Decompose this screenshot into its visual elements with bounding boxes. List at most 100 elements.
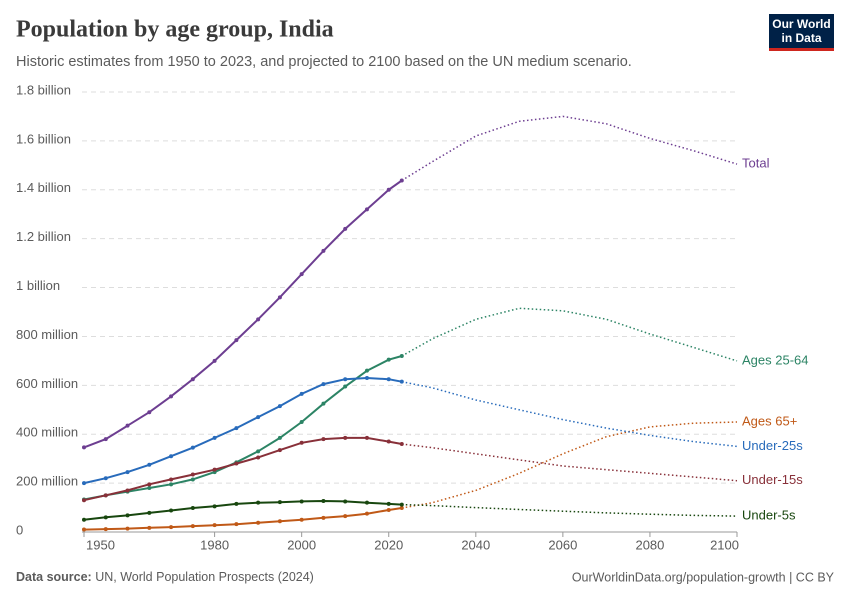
logo-text: Our World [772,17,830,31]
point [169,508,174,513]
y-tick-label: 800 million [16,327,78,342]
projection-line [401,380,738,448]
series-label: Under-5s [742,508,796,523]
x-tick-label: 1950 [86,537,115,552]
point [169,394,174,399]
point [299,440,304,445]
point [386,377,391,382]
series-label: Ages 65+ [742,413,797,428]
y-tick-label: 1.2 billion [16,229,71,244]
point [299,391,304,396]
point [190,506,195,511]
logo[interactable]: Our World in Data [769,14,834,51]
chart-title: Population by age group, India [16,17,334,43]
point [82,481,86,486]
point [103,437,108,442]
point [386,508,391,512]
point [256,520,261,525]
point [212,523,217,528]
logo-box [769,14,834,48]
credit[interactable]: OurWorldinData.org/population-growth | C… [572,570,835,584]
point [399,379,404,384]
point [256,449,261,454]
point [343,226,348,231]
point [82,445,86,450]
point [321,248,326,253]
series-label: Under-15s [742,472,803,487]
series-label: Under-25s [742,438,803,453]
point [364,368,369,373]
point [190,524,195,529]
point [277,404,282,409]
point [147,462,152,467]
point [343,377,348,382]
point [386,439,391,444]
point [277,295,282,300]
point [82,498,86,503]
point [364,435,369,440]
point [399,178,404,183]
line [83,376,402,485]
point [364,500,369,505]
point [103,493,108,498]
point [399,506,404,511]
point [299,420,304,424]
point [190,477,195,482]
point [364,207,369,212]
point [212,358,217,363]
point [386,187,391,192]
y-tick-label: 400 million [16,425,78,440]
x-tick-label: 2100 [710,537,739,552]
point [256,415,261,420]
source: Data source: UN, World Population Prospe… [16,570,314,584]
point [234,501,239,506]
projection-line [401,503,738,517]
line [83,355,403,501]
source-label: Data source: [16,570,92,584]
x-tick-label: 2020 [374,537,403,552]
point [299,272,304,277]
line [83,507,402,531]
point [147,525,152,530]
point [169,482,174,487]
series-label: Total [742,156,770,171]
logo-bar [769,48,834,51]
point [103,476,108,481]
point [399,442,404,446]
point [190,472,195,477]
point [321,515,326,520]
y-tick-label: 1.4 billion [16,180,71,195]
point [125,488,130,493]
point [364,376,369,380]
point [234,426,239,431]
point [147,482,152,487]
point [321,382,326,387]
projection-line [401,421,738,509]
projection-line [401,115,738,182]
y-tick-label: 1 billion [16,278,60,293]
point [212,435,217,440]
x-tick-label: 2060 [548,537,577,552]
point [212,467,217,472]
point [190,445,195,450]
y-tick-label: 0 [16,522,23,537]
point [190,377,195,382]
point [212,504,217,509]
chart-subtitle: Historic estimates from 1950 to 2023, an… [16,54,632,70]
y-tick-label: 600 million [16,376,78,391]
point [169,454,174,459]
point [386,357,391,362]
point [277,500,282,505]
series-label: Ages 25-64 [742,352,809,367]
point [343,435,348,440]
point [343,384,348,389]
point [343,499,348,504]
point [277,519,282,524]
y-tick-label: 1.8 billion [16,82,71,97]
point [321,498,326,503]
point [169,477,174,482]
line [83,436,402,502]
x-tick-label: 1980 [200,537,229,552]
point [125,526,130,531]
